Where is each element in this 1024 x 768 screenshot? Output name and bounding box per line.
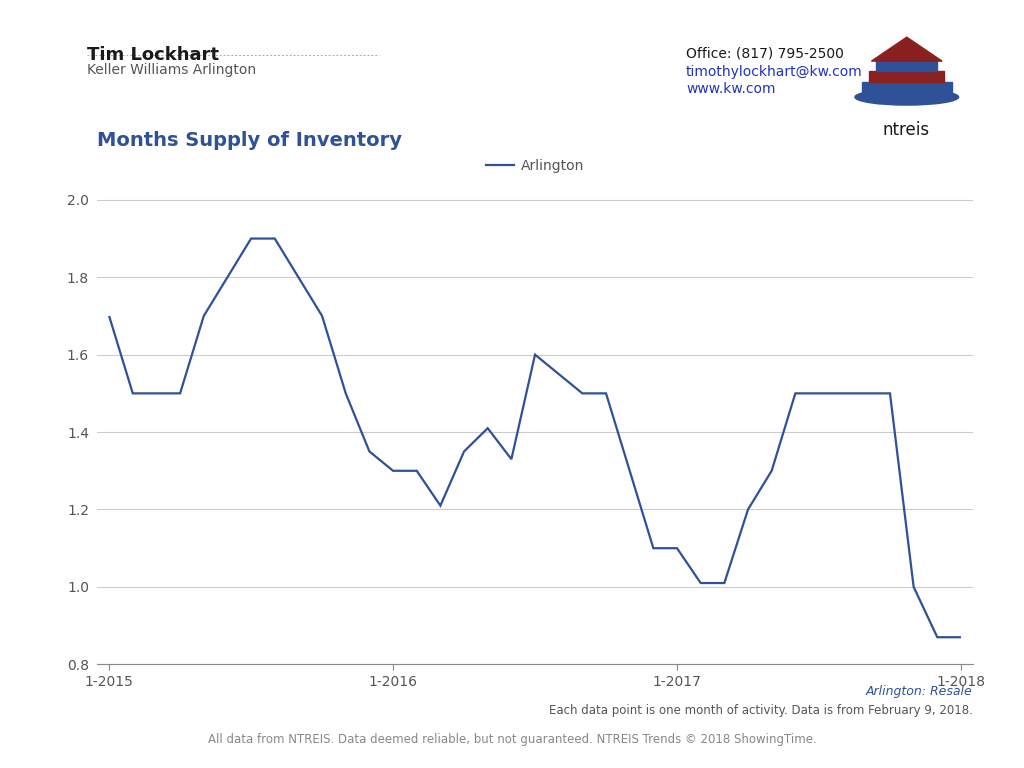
- Text: Tim Lockhart: Tim Lockhart: [87, 46, 219, 64]
- Polygon shape: [871, 37, 942, 61]
- Text: Each data point is one month of activity. Data is from February 9, 2018.: Each data point is one month of activity…: [549, 704, 973, 717]
- Text: Arlington: Resale: Arlington: Resale: [866, 685, 973, 698]
- Bar: [862, 82, 951, 93]
- Bar: [869, 71, 944, 82]
- Text: Keller Williams Arlington: Keller Williams Arlington: [87, 63, 256, 77]
- Ellipse shape: [855, 89, 958, 105]
- Bar: [877, 61, 937, 71]
- Text: www.kw.com: www.kw.com: [686, 82, 775, 96]
- Legend: Arlington: Arlington: [480, 154, 590, 179]
- Text: timothylockhart@kw.com: timothylockhart@kw.com: [686, 65, 863, 78]
- Text: Months Supply of Inventory: Months Supply of Inventory: [97, 131, 402, 150]
- Text: All data from NTREIS. Data deemed reliable, but not guaranteed. NTREIS Trends © : All data from NTREIS. Data deemed reliab…: [208, 733, 816, 746]
- Text: ntreis: ntreis: [883, 121, 930, 138]
- Text: Office: (817) 795-2500: Office: (817) 795-2500: [686, 46, 844, 60]
